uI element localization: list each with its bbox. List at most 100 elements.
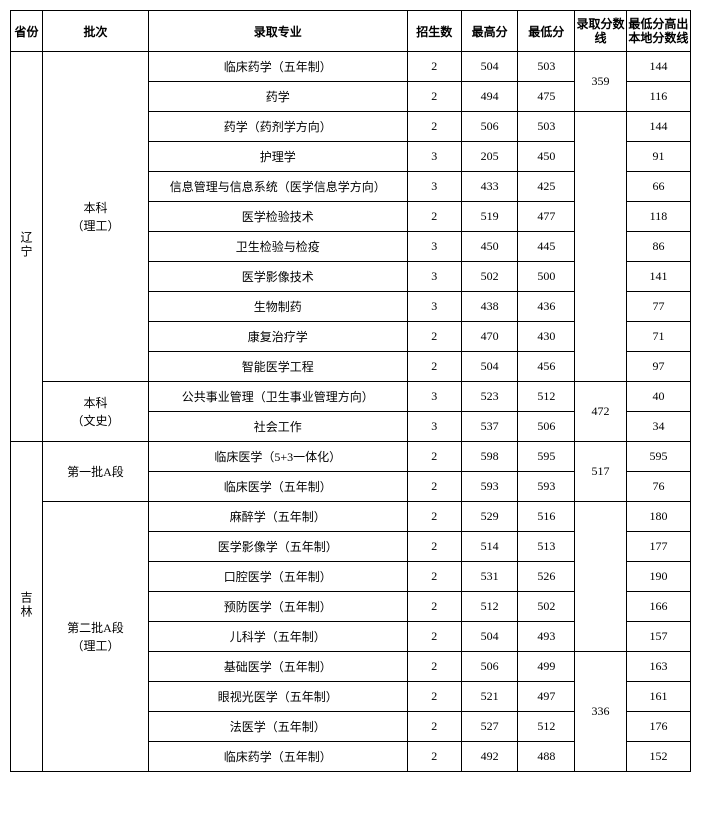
cutoff-cell: 336 [575, 652, 627, 772]
low-cell: 456 [518, 352, 575, 382]
gap-cell: 166 [626, 592, 690, 622]
high-cell: 438 [461, 292, 518, 322]
gap-cell: 141 [626, 262, 690, 292]
high-cell: 593 [461, 472, 518, 502]
low-cell: 497 [518, 682, 575, 712]
high-cell: 504 [461, 352, 518, 382]
gap-cell: 97 [626, 352, 690, 382]
count-cell: 2 [407, 652, 461, 682]
gap-cell: 144 [626, 52, 690, 82]
count-cell: 3 [407, 292, 461, 322]
gap-cell: 86 [626, 232, 690, 262]
low-cell: 503 [518, 52, 575, 82]
admissions-table: 省份 批次 录取专业 招生数 最高分 最低分 录取分数线 最低分高出本地分数线 … [10, 10, 691, 772]
major-cell: 医学影像技术 [148, 262, 407, 292]
count-cell: 3 [407, 142, 461, 172]
major-cell: 临床药学（五年制） [148, 52, 407, 82]
low-cell: 595 [518, 442, 575, 472]
low-cell: 477 [518, 202, 575, 232]
high-cell: 494 [461, 82, 518, 112]
high-cell: 205 [461, 142, 518, 172]
gap-cell: 66 [626, 172, 690, 202]
count-cell: 2 [407, 532, 461, 562]
low-cell: 502 [518, 592, 575, 622]
count-cell: 2 [407, 592, 461, 622]
high-cell: 514 [461, 532, 518, 562]
gap-cell: 144 [626, 112, 690, 142]
major-cell: 儿科学（五年制） [148, 622, 407, 652]
hdr-province: 省份 [11, 11, 43, 52]
hdr-gap: 最低分高出本地分数线 [626, 11, 690, 52]
gap-cell: 157 [626, 622, 690, 652]
low-cell: 516 [518, 502, 575, 532]
low-cell: 526 [518, 562, 575, 592]
cutoff-cell [575, 112, 627, 382]
gap-cell: 77 [626, 292, 690, 322]
gap-cell: 163 [626, 652, 690, 682]
count-cell: 3 [407, 232, 461, 262]
major-cell: 信息管理与信息系统（医学信息学方向） [148, 172, 407, 202]
gap-cell: 152 [626, 742, 690, 772]
low-cell: 499 [518, 652, 575, 682]
count-cell: 2 [407, 202, 461, 232]
count-cell: 2 [407, 52, 461, 82]
gap-cell: 71 [626, 322, 690, 352]
major-cell: 临床医学（5+3一体化） [148, 442, 407, 472]
count-cell: 3 [407, 412, 461, 442]
table-row: 第二批A段 （理工）麻醉学（五年制）2529516180 [11, 502, 691, 532]
gap-cell: 161 [626, 682, 690, 712]
high-cell: 504 [461, 52, 518, 82]
hdr-cutoff: 录取分数线 [575, 11, 627, 52]
count-cell: 2 [407, 502, 461, 532]
batch-cell: 第一批A段 [43, 442, 149, 502]
count-cell: 2 [407, 112, 461, 142]
major-cell: 麻醉学（五年制） [148, 502, 407, 532]
cutoff-cell [575, 502, 627, 652]
high-cell: 529 [461, 502, 518, 532]
high-cell: 521 [461, 682, 518, 712]
batch-cell: 本科 （文史） [43, 382, 149, 442]
low-cell: 500 [518, 262, 575, 292]
count-cell: 2 [407, 742, 461, 772]
gap-cell: 34 [626, 412, 690, 442]
province-cell: 吉林 [11, 442, 43, 772]
low-cell: 513 [518, 532, 575, 562]
major-cell: 口腔医学（五年制） [148, 562, 407, 592]
low-cell: 593 [518, 472, 575, 502]
major-cell: 智能医学工程 [148, 352, 407, 382]
table-row: 吉林第一批A段临床医学（5+3一体化）2598595517595 [11, 442, 691, 472]
low-cell: 503 [518, 112, 575, 142]
high-cell: 492 [461, 742, 518, 772]
major-cell: 医学检验技术 [148, 202, 407, 232]
count-cell: 2 [407, 562, 461, 592]
low-cell: 506 [518, 412, 575, 442]
major-cell: 社会工作 [148, 412, 407, 442]
low-cell: 425 [518, 172, 575, 202]
major-cell: 卫生检验与检疫 [148, 232, 407, 262]
major-cell: 药学 [148, 82, 407, 112]
low-cell: 475 [518, 82, 575, 112]
major-cell: 护理学 [148, 142, 407, 172]
gap-cell: 76 [626, 472, 690, 502]
table-row: 辽宁本科 （理工）临床药学（五年制）2504503359144 [11, 52, 691, 82]
gap-cell: 40 [626, 382, 690, 412]
high-cell: 470 [461, 322, 518, 352]
gap-cell: 118 [626, 202, 690, 232]
major-cell: 医学影像学（五年制） [148, 532, 407, 562]
major-cell: 临床药学（五年制） [148, 742, 407, 772]
cutoff-cell: 517 [575, 442, 627, 502]
major-cell: 眼视光医学（五年制） [148, 682, 407, 712]
count-cell: 2 [407, 472, 461, 502]
gap-cell: 595 [626, 442, 690, 472]
gap-cell: 190 [626, 562, 690, 592]
cutoff-cell: 359 [575, 52, 627, 112]
high-cell: 527 [461, 712, 518, 742]
header-row: 省份 批次 录取专业 招生数 最高分 最低分 录取分数线 最低分高出本地分数线 [11, 11, 691, 52]
low-cell: 436 [518, 292, 575, 322]
batch-cell: 第二批A段 （理工） [43, 502, 149, 772]
count-cell: 2 [407, 622, 461, 652]
count-cell: 2 [407, 712, 461, 742]
count-cell: 2 [407, 322, 461, 352]
low-cell: 493 [518, 622, 575, 652]
count-cell: 3 [407, 382, 461, 412]
